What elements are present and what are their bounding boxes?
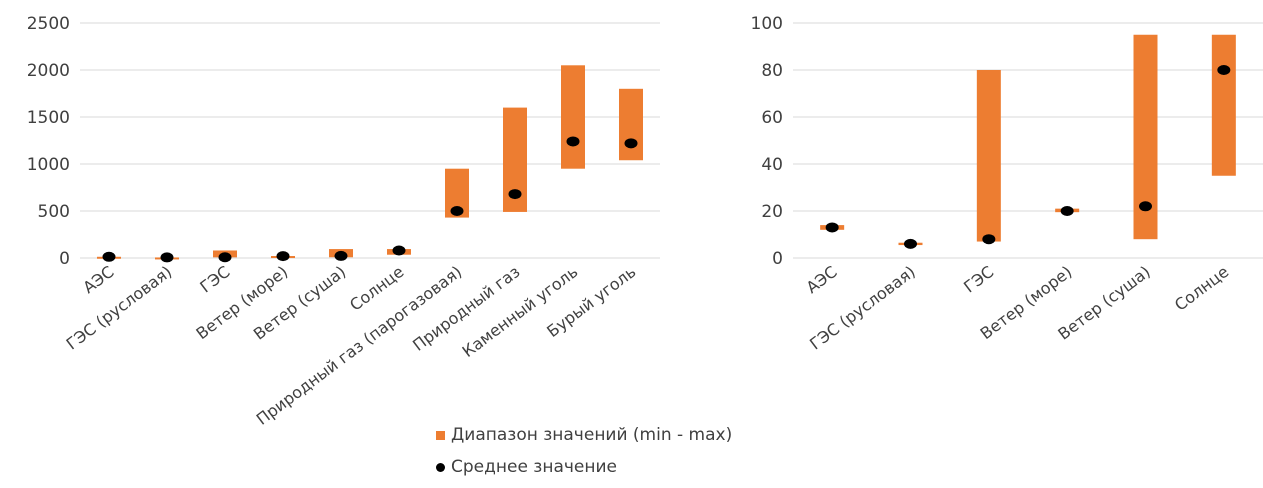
right-y-tick-label: 20 — [761, 202, 783, 222]
left-mean-point — [276, 251, 290, 262]
left-mean-point — [218, 252, 232, 263]
right-range-bar — [976, 70, 1001, 242]
right-mean-point — [825, 222, 839, 233]
left-category-label: ГЭС (русловая) — [63, 262, 176, 354]
right-range-bar — [1211, 34, 1236, 176]
right-y-tick-label: 0 — [772, 249, 783, 269]
right-category-label: Солнце — [1171, 262, 1232, 315]
right-category-label: АЭС — [803, 262, 841, 297]
legend-item-range: Диапазон значений (min - max) — [436, 424, 732, 446]
left-y-tick-label: 500 — [38, 202, 70, 222]
legend: Диапазон значений (min - max) Среднее зн… — [436, 424, 732, 488]
left-y-tick-label: 2000 — [27, 61, 70, 81]
right-mean-point — [904, 238, 917, 249]
left-mean-point — [334, 250, 348, 261]
left-category-label: АЭС — [79, 262, 117, 297]
left-mean-point — [160, 252, 174, 263]
range-swatch-icon — [436, 430, 445, 440]
left-mean-point — [624, 138, 638, 149]
right-mean-point — [1060, 206, 1074, 216]
mean-dot-icon — [436, 462, 445, 472]
right-category-label: ГЭС — [960, 262, 997, 296]
left-category-label: ГЭС — [196, 262, 233, 296]
left-mean-point — [102, 251, 116, 262]
left-range-bar — [561, 65, 585, 169]
left-mean-point — [392, 245, 406, 256]
legend-item-mean: Среднее значение — [436, 456, 732, 478]
right-y-tick-label: 80 — [761, 61, 783, 81]
left-range-bar — [619, 88, 643, 161]
left-y-tick-label: 1000 — [27, 155, 70, 175]
right-y-tick-label: 100 — [751, 14, 783, 34]
right-mean-point — [982, 234, 996, 245]
right-mean-point — [1217, 65, 1231, 75]
left-y-tick-label: 1500 — [27, 108, 70, 128]
right-mean-point — [1139, 201, 1152, 212]
left-mean-point — [450, 206, 464, 216]
left-y-tick-label: 0 — [59, 249, 70, 269]
legend-range-label: Диапазон значений (min - max) — [451, 425, 733, 445]
right-y-tick-label: 40 — [761, 155, 783, 175]
legend-mean-label: Среднее значение — [451, 457, 618, 477]
left-mean-point — [566, 136, 580, 147]
left-category-label: Природный газ (парогазовая) — [253, 262, 466, 429]
left-mean-point — [508, 189, 522, 200]
right-y-tick-label: 60 — [761, 108, 783, 128]
left-y-tick-label: 2500 — [27, 14, 70, 34]
